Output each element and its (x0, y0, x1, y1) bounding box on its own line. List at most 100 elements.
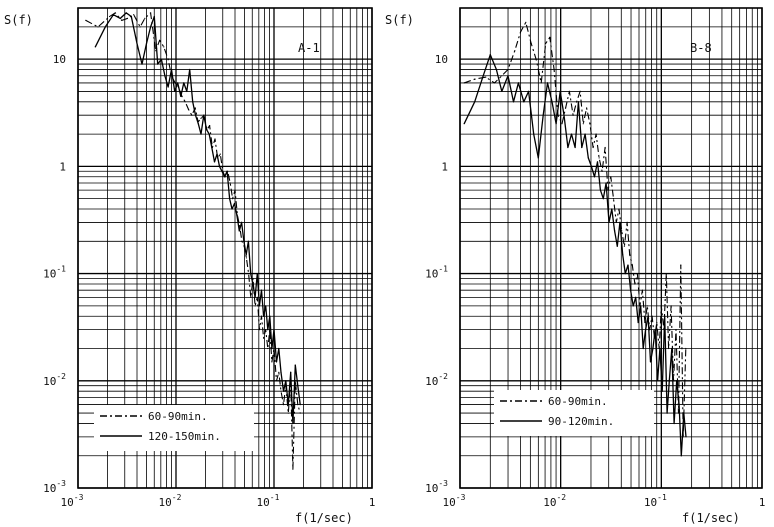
data-point (619, 221, 621, 223)
data-point (507, 75, 509, 77)
data-point (676, 380, 678, 382)
data-point (570, 133, 573, 135)
data-point (189, 68, 191, 71)
data-point (507, 68, 509, 71)
data-point (218, 165, 221, 167)
data-point (130, 15, 132, 18)
data-point (211, 146, 213, 149)
data-point (145, 42, 148, 45)
panel-label: B-8 (690, 41, 712, 55)
data-point (232, 198, 234, 200)
data-point (271, 347, 273, 350)
data-point (125, 12, 127, 14)
data-point (248, 273, 250, 275)
x-tick-label: 10-1 (644, 493, 667, 509)
data-point (495, 68, 497, 71)
data-point (586, 107, 588, 109)
plot-frame (77, 7, 373, 489)
data-point (258, 329, 260, 331)
data-point (577, 101, 580, 103)
data-point (294, 364, 296, 366)
data-point (219, 153, 221, 155)
data-point (254, 305, 256, 307)
data-point (642, 347, 644, 350)
data-point (233, 202, 236, 205)
data-point (641, 289, 644, 291)
data-point (614, 230, 616, 232)
data-point (250, 296, 252, 298)
data-point (159, 39, 161, 41)
data-point (540, 82, 542, 84)
data-point (194, 114, 197, 116)
data-point (634, 283, 636, 285)
data-point (581, 146, 583, 149)
x-tick-label: 1 (759, 496, 766, 509)
data-point (635, 296, 637, 298)
data-point (292, 422, 294, 425)
x-tick-label: 10-2 (159, 493, 182, 509)
data-point (528, 90, 530, 92)
data-point (94, 46, 96, 48)
data-point (243, 240, 245, 242)
data-point (157, 63, 159, 65)
data-point (254, 296, 256, 298)
data-point (239, 225, 241, 227)
data-point (665, 273, 667, 275)
data-point (299, 412, 301, 414)
data-point (537, 157, 539, 159)
data-point (608, 221, 610, 223)
data-point (647, 315, 649, 317)
data-point (675, 329, 677, 331)
data-point (192, 101, 194, 103)
data-point (258, 305, 260, 307)
data-point (565, 107, 567, 109)
data-point (278, 347, 280, 350)
data-point (685, 347, 687, 350)
data-point (605, 182, 607, 184)
plot-frame (459, 7, 763, 489)
data-point (474, 101, 476, 103)
data-point (474, 78, 476, 80)
data-point (677, 412, 680, 414)
data-point (252, 277, 254, 280)
data-point (282, 390, 285, 392)
legend-label-1: 90-120min. (548, 415, 614, 428)
data-point (245, 254, 247, 256)
data-point (514, 50, 516, 52)
data-point (241, 240, 243, 242)
data-point (280, 390, 282, 392)
data-point (482, 75, 484, 77)
data-point (144, 17, 146, 19)
data-point (610, 176, 612, 178)
data-point (629, 254, 631, 256)
data-point (668, 380, 670, 382)
y-tick-label: 10-2 (425, 372, 448, 388)
data-point (200, 133, 202, 135)
data-point (191, 114, 193, 116)
data-point (97, 26, 99, 28)
data-point (616, 245, 618, 247)
data-point (214, 138, 216, 140)
data-point (501, 75, 503, 77)
data-point (592, 146, 594, 149)
series-line-0 (85, 12, 301, 470)
series-points-0 (85, 12, 301, 470)
series-points-0 (463, 21, 687, 438)
data-point (624, 273, 626, 275)
data-point (593, 176, 596, 178)
x-tick-label: 10-3 (61, 493, 84, 509)
data-point (234, 189, 236, 191)
data-point (652, 347, 654, 350)
data-point (153, 15, 155, 18)
y-tick-label: 10-1 (425, 265, 448, 281)
data-point (236, 214, 238, 216)
data-point (273, 347, 275, 350)
data-point (187, 108, 190, 110)
data-point (121, 19, 123, 21)
data-point (598, 157, 600, 159)
data-point (292, 468, 294, 470)
data-point (659, 347, 661, 350)
data-point (85, 19, 87, 21)
data-point (546, 82, 549, 84)
y-axis-label: S(f) (385, 13, 414, 27)
